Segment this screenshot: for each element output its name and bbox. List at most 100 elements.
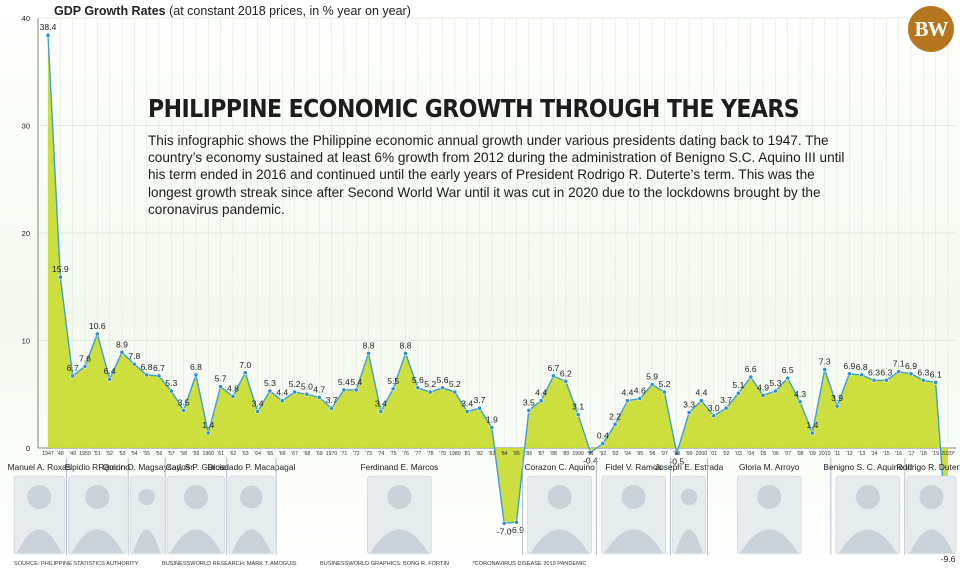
x-tick-label: '18 [920,451,927,457]
president-name: Gloria M. Arroyo [739,462,800,472]
data-point [933,380,939,385]
data-point [267,388,273,394]
data-point [649,382,655,387]
data-point [316,395,322,400]
x-tick-label: 2000 [696,451,708,457]
president-name: Joseph E. Estrada [655,462,724,472]
portrait-head-icon [680,488,698,506]
data-point [723,405,729,411]
data-point [415,385,421,391]
data-label: 5.1 [732,380,744,390]
data-point [575,412,581,418]
chart-title: GDP Growth Rates (at constant 2018 price… [54,4,411,18]
president-portrait [166,475,226,555]
x-tick-label: '63 [242,451,249,457]
data-point [255,409,260,414]
data-label: 6.4 [104,366,116,376]
president-portrait [672,475,706,555]
data-label: 6.8 [141,362,153,372]
portrait-head-icon [387,485,412,509]
x-tick-label: '08 [797,451,804,457]
portrait-body-icon [530,529,589,553]
data-point [144,372,150,378]
president-name: Elpidio R. Quirino [65,462,131,472]
data-point [131,361,137,367]
data-point [588,449,593,455]
data-point [70,373,76,379]
x-tick-label: 1947 [42,451,54,457]
data-point [218,384,224,390]
data-label: 5.3 [264,378,276,388]
data-point [871,377,877,383]
headline: PHILIPPINE ECONOMIC GROWTH THROUGH THE Y… [148,94,800,123]
data-label: 6.8 [190,362,202,372]
data-point [440,385,445,391]
data-point [834,403,840,409]
data-point [477,405,482,411]
x-tick-label: '54 [131,451,138,457]
data-label: 5.4 [350,377,362,387]
data-point [378,409,384,414]
data-point [107,376,113,382]
portrait-body-icon [370,529,429,553]
data-point [329,405,334,411]
x-tick-label: '71 [341,451,348,457]
data-label: 3.7 [720,395,732,405]
data-point [304,391,310,397]
x-tick-label: '65 [267,451,274,457]
president-name: Diosdado P. Macapagal [208,462,296,472]
portrait-head-icon [138,488,155,506]
x-tick-label: '97 [661,451,668,457]
x-tick-label: '72 [353,451,360,457]
data-label: 7.1 [893,359,905,369]
data-point [464,409,470,414]
x-tick-label: '51 [94,451,101,457]
x-tick-label: '17 [908,451,915,457]
data-point [563,378,569,384]
x-tick-label: '13 [858,451,865,457]
x-tick-label: '93 [612,451,619,457]
data-point [859,372,865,378]
x-tick-label: '06 [772,451,779,457]
growth-line [47,35,949,552]
president-portrait [129,475,164,555]
x-tick-label: '76 [402,451,409,457]
data-label: 7.0 [239,360,251,370]
data-label: 8.9 [116,339,128,349]
data-label: 1.4 [806,420,818,430]
data-label: 6.7 [67,363,79,373]
x-tick-label: '03 [735,451,742,457]
data-point [736,390,741,396]
data-point [526,407,532,413]
data-label: 4.4 [535,388,547,398]
data-label: 8.8 [363,340,375,350]
portrait-head-icon [855,485,880,509]
footer-credits: SOURCE: PHILIPPINE STATISTICS AUTHORITY … [14,561,608,567]
data-label: 6.6 [745,364,757,374]
x-tick-label: '78 [427,451,434,457]
president-name: Manuel A. Roxas [8,462,71,472]
data-label: 0.4 [597,431,609,441]
x-tick-label: '64 [254,451,261,457]
data-point [341,387,347,393]
data-point [637,396,643,401]
data-point [119,349,125,355]
data-point [292,389,297,395]
chart-title-text: GDP Growth Rates [54,4,166,18]
bw-logo: BW [908,6,954,52]
data-label: 1.9 [486,415,498,425]
data-label: 5.6 [412,375,424,385]
data-label: 5.4 [338,377,350,387]
portrait-head-icon [183,485,208,509]
x-tick-label: '84 [501,451,508,457]
y-tick-label: 40 [22,14,30,23]
data-point [600,441,606,447]
x-tick-label: '48 [57,451,64,457]
data-point [94,331,100,337]
president-name: Rodrigo R. Duterte [897,462,960,472]
data-point [809,430,815,436]
x-tick-label: '77 [414,451,421,457]
data-label: 3.5 [523,397,535,407]
x-tick-label: '96 [649,451,656,457]
data-point [785,375,791,381]
